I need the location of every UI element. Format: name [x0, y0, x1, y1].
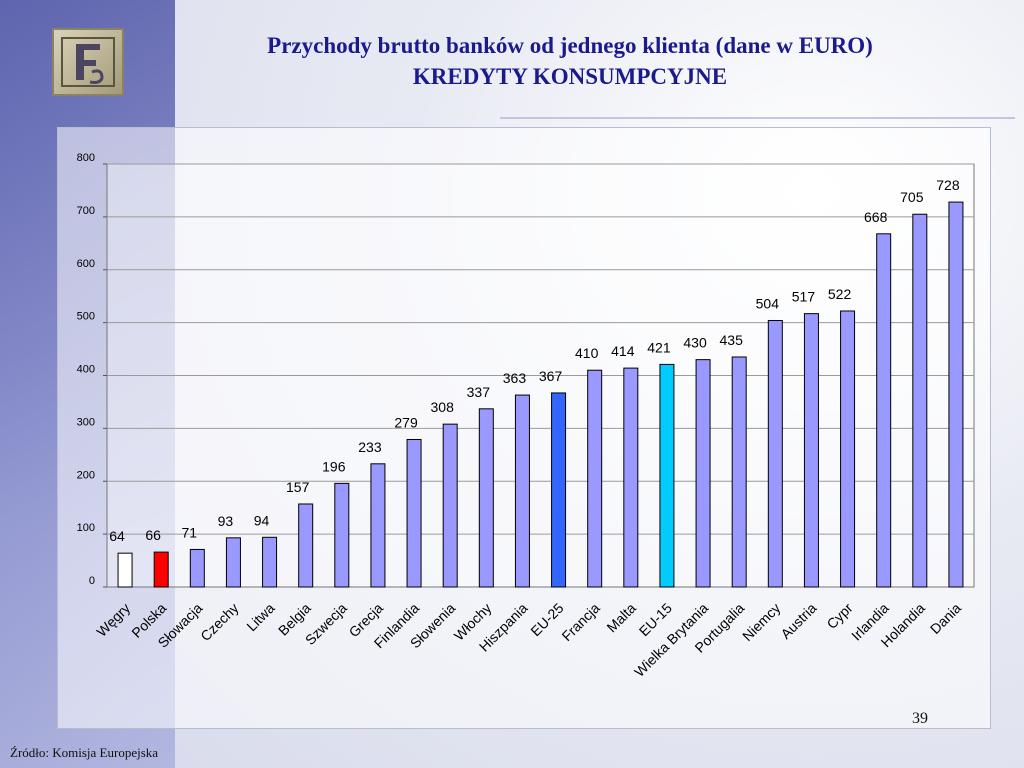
category-label: Malta — [603, 600, 639, 636]
bar-Grecja — [370, 463, 386, 588]
bar-Wielka Brytania — [695, 359, 711, 588]
page-number: 39 — [912, 710, 928, 727]
bar-Węgry — [117, 552, 133, 588]
data-label: 430 — [683, 335, 707, 351]
data-label: 66 — [145, 527, 161, 543]
data-label: 517 — [792, 289, 816, 305]
bar-EU-15 — [659, 363, 675, 588]
y-tick-label: 500 — [77, 311, 95, 323]
bar-Hiszpania — [514, 394, 530, 588]
title-line-1: Przychody brutto banków od jednego klien… — [267, 33, 873, 58]
category-label: Niemcy — [739, 600, 783, 644]
bar-Portugalia — [731, 356, 747, 588]
data-label: 337 — [467, 384, 491, 400]
data-label: 71 — [182, 524, 198, 540]
bar-chart: 010020030040050060070080064Węgry66Polska… — [77, 152, 975, 680]
y-tick-label: 0 — [89, 575, 95, 587]
y-tick-label: 700 — [77, 205, 95, 217]
category-label: Litwa — [243, 600, 278, 635]
bar-Słowenia — [442, 423, 458, 588]
data-label: 522 — [828, 286, 852, 302]
data-label: 435 — [720, 332, 744, 348]
data-label: 196 — [322, 458, 346, 474]
data-label: 64 — [109, 528, 125, 544]
bar-Belgia — [298, 503, 314, 588]
slide-title: Przychody brutto banków od jednego klien… — [175, 30, 965, 92]
bar-Irlandia — [876, 233, 892, 588]
chart-frame: 0 100 200 300 400 500 600 700 800 64 Węgry 66 Polska… — [57, 127, 991, 729]
bank-emblem-icon — [52, 28, 124, 96]
bar-Malta — [623, 367, 639, 588]
bar-Polska — [153, 551, 169, 588]
y-tick-label: 200 — [77, 469, 95, 481]
source-note: Źródło: Komisja Europejska — [10, 745, 159, 760]
bar-Holandia — [912, 213, 928, 588]
data-label: 410 — [575, 345, 599, 361]
category-label: Austria — [777, 600, 819, 642]
bar-Czechy — [225, 537, 241, 588]
data-label: 728 — [936, 177, 960, 193]
data-label: 504 — [756, 296, 780, 312]
category-label: Węgry — [93, 600, 133, 640]
category-label: Francja — [558, 600, 602, 644]
data-label: 367 — [539, 368, 563, 384]
y-tick-label: 300 — [77, 416, 95, 428]
category-label: Dania — [927, 600, 964, 637]
data-label: 414 — [611, 343, 635, 359]
bar-Szwecja — [334, 482, 350, 588]
data-label: 93 — [218, 513, 234, 529]
category-label: Czechy — [197, 600, 241, 644]
bar-Litwa — [262, 536, 278, 588]
category-label: Cypr — [823, 600, 855, 632]
data-label: 279 — [394, 414, 418, 430]
bar-Słowacja — [189, 548, 205, 588]
bar-Cypr — [840, 310, 856, 588]
data-label: 668 — [864, 209, 888, 225]
bar-Francja — [587, 369, 603, 588]
y-tick-label: 400 — [77, 364, 95, 376]
bar-Włochy — [478, 408, 494, 588]
y-tick-label: 600 — [77, 258, 95, 270]
bar-Niemcy — [767, 320, 783, 588]
data-label: 363 — [503, 370, 527, 386]
bar-EU-25 — [551, 392, 567, 588]
data-label: 421 — [647, 339, 671, 355]
data-label: 94 — [254, 512, 270, 528]
title-divider — [500, 117, 1015, 119]
y-tick-label: 800 — [77, 152, 95, 164]
data-label: 157 — [286, 479, 310, 495]
data-label: 705 — [900, 189, 924, 205]
data-label: 308 — [431, 399, 455, 415]
title-line-2: KREDYTY KONSUMPCYJNE — [412, 64, 728, 89]
y-tick-label: 100 — [77, 522, 95, 534]
data-label: 233 — [358, 439, 382, 455]
bar-Dania — [948, 201, 964, 588]
bar-Finlandia — [406, 438, 422, 588]
bar-Austria — [803, 313, 819, 588]
